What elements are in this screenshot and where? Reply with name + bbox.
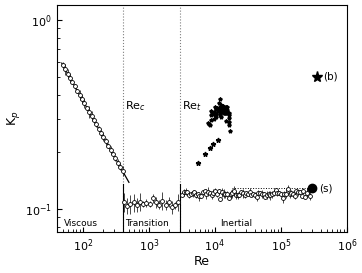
Text: Viscous: Viscous: [64, 219, 98, 228]
Text: Transition: Transition: [125, 219, 168, 228]
Text: Re$_c$: Re$_c$: [125, 99, 146, 113]
Text: Re$_t$: Re$_t$: [182, 99, 202, 113]
Text: Inertial: Inertial: [220, 219, 252, 228]
Y-axis label: K$_p$: K$_p$: [5, 111, 22, 126]
Text: (s): (s): [319, 183, 332, 194]
Text: (b): (b): [323, 72, 338, 82]
X-axis label: Re: Re: [194, 255, 210, 268]
